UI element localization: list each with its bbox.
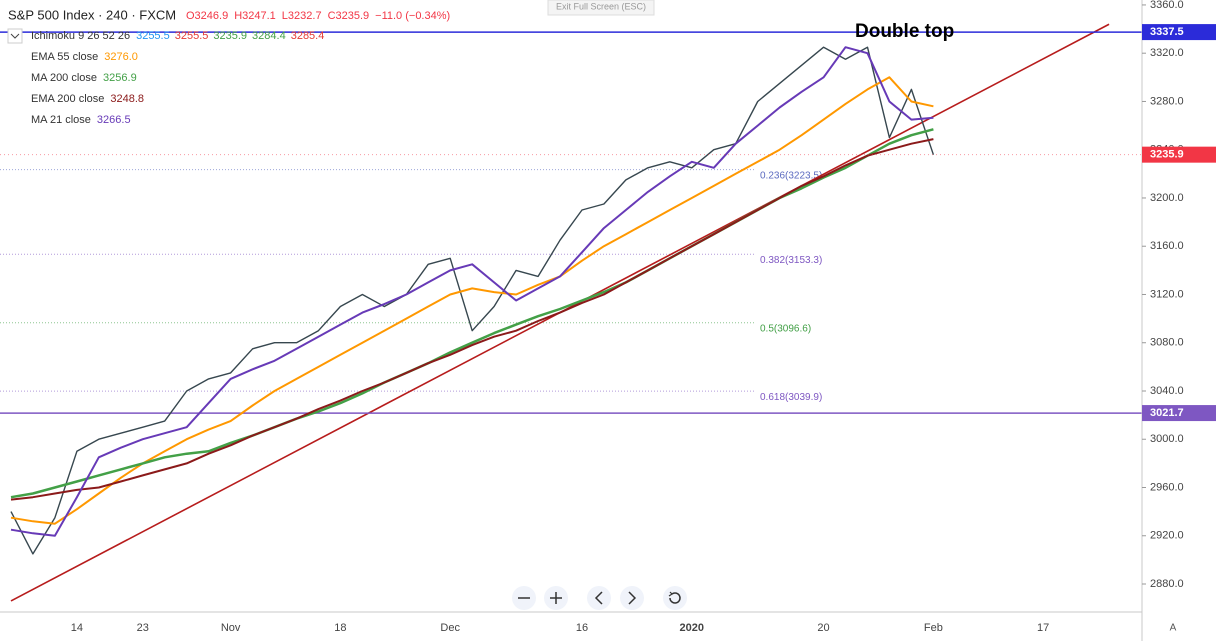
y-tick-label: 3280.0 <box>1150 95 1184 107</box>
scroll-left-button[interactable] <box>587 586 611 610</box>
annotation: Double top <box>855 21 954 42</box>
indicator-value: 3255.5 <box>175 30 209 42</box>
indicator-value: 3235.9 <box>213 30 247 42</box>
x-tick-label: Feb <box>924 622 943 634</box>
legend-name: MA 200 close <box>31 72 97 84</box>
legend-value: 3276.0 <box>104 51 138 63</box>
ohlc-value: L3232.7 <box>282 10 322 22</box>
auto-scale-button[interactable]: A <box>1164 618 1182 636</box>
ohlc-value: C3235.9 <box>328 10 370 22</box>
last-price-label: 3235.9 <box>1150 149 1184 161</box>
ohlc-value: −11.0 (−0.34%) <box>375 10 450 22</box>
legend-name: EMA 55 close <box>31 51 98 63</box>
legend-value: 3248.8 <box>110 93 144 105</box>
y-tick-label: 2960.0 <box>1150 481 1184 493</box>
exit-label[interactable]: Exit Full Screen (ESC) <box>556 1 646 11</box>
fib-label: 0.236(3223.5) <box>760 170 822 181</box>
ohlc-value: O3246.9 <box>186 10 228 22</box>
legend-name: MA 21 close <box>31 114 91 126</box>
scroll-right-button[interactable] <box>620 586 644 610</box>
y-tick-label: 3320.0 <box>1150 47 1184 59</box>
chart-title: S&P 500 Index · 240 · FXCM <box>8 7 176 22</box>
auto-label[interactable]: A <box>1170 623 1177 634</box>
indicator-value: 3285.4 <box>291 30 325 42</box>
toolbar <box>512 586 687 610</box>
y-tick-label: 3360.0 <box>1150 0 1184 11</box>
x-tick-label: Dec <box>440 622 460 634</box>
collapse-button[interactable] <box>7 28 23 44</box>
y-tick-label: 3160.0 <box>1150 240 1184 252</box>
price-tag-label: 3021.7 <box>1150 407 1184 419</box>
y-tick-label: 2920.0 <box>1150 530 1184 542</box>
plot-area: 0.236(3223.5) 0.382(3153.3) 0.5(3096.6) 0.6… <box>0 23 1142 602</box>
y-tick-label: 2880.0 <box>1150 578 1184 590</box>
reset-button[interactable] <box>663 586 687 610</box>
x-tick-label: 16 <box>576 622 588 634</box>
exit-full-screen[interactable]: Exit Full Screen (ESC) <box>547 0 655 16</box>
x-tick-label: 2020 <box>680 622 704 634</box>
x-tick-label: 18 <box>334 622 346 634</box>
fib-label: 0.618(3039.9) <box>760 392 822 403</box>
indicator-value: 3255.5 <box>136 30 170 42</box>
fib-label: 0.382(3153.3) <box>760 255 822 266</box>
indicator-value: 3284.4 <box>252 30 286 42</box>
x-tick-label: 20 <box>817 622 829 634</box>
y-tick-label: 3000.0 <box>1150 433 1184 445</box>
ohlc-value: H3247.1 <box>234 10 276 22</box>
legend-value: 3256.9 <box>103 72 137 84</box>
price-tag <box>1142 405 1216 422</box>
legend-name: EMA 200 close <box>31 93 104 105</box>
legend-value: 3266.5 <box>97 114 131 126</box>
indicator-name: Ichimoku 9 26 52 26 <box>31 30 130 42</box>
y-tick-label: 3200.0 <box>1150 192 1184 204</box>
x-tick-label: 23 <box>137 622 149 634</box>
series-line <box>10 76 934 525</box>
y-tick-label: 3120.0 <box>1150 288 1184 300</box>
price-tag-label: 3337.5 <box>1150 26 1184 38</box>
y-tick-label: 3080.0 <box>1150 337 1184 349</box>
series-line <box>10 138 934 501</box>
last-price-tag <box>1142 146 1216 163</box>
series-line <box>10 46 935 555</box>
x-tick-label: 14 <box>71 622 83 634</box>
fib-label: 0.5(3096.6) <box>760 323 811 334</box>
y-tick-label: 3040.0 <box>1150 385 1184 397</box>
x-tick-label: Nov <box>221 622 241 634</box>
collapse-icon <box>10 33 20 39</box>
series-line <box>10 46 934 537</box>
zoom-out-button[interactable] <box>512 586 536 610</box>
x-tick-label: 17 <box>1037 622 1049 634</box>
zoom-in-button[interactable] <box>544 586 568 610</box>
price-tag <box>1142 24 1216 41</box>
